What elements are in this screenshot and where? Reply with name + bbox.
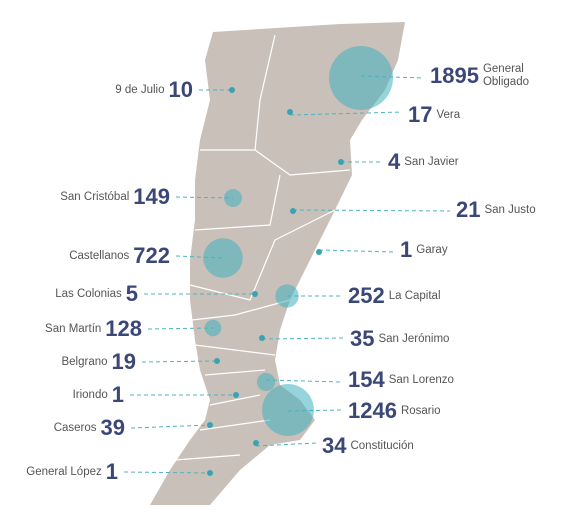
department-label: 154 San Lorenzo <box>348 367 454 393</box>
department-label: 1 Garay <box>400 237 448 263</box>
leader-line <box>141 360 218 363</box>
department-label: 9 de Julio 10 <box>115 77 193 103</box>
bubble <box>287 109 293 115</box>
department-label: 1246 Rosario <box>348 398 441 424</box>
department-name: San Justo <box>484 204 536 216</box>
value-label: 5 <box>125 281 138 306</box>
value-label: 154 <box>348 367 385 392</box>
bubble <box>256 372 276 392</box>
value-label: 17 <box>408 102 433 127</box>
leader-line <box>292 209 451 212</box>
department-label: San Cristóbal 149 <box>60 184 170 210</box>
department-name: San Cristóbal <box>60 191 130 203</box>
value-label: 19 <box>111 349 136 374</box>
department-name: Caseros <box>53 422 97 434</box>
department-label: Iriondo 1 <box>73 382 124 408</box>
department-name: San Jerónimo <box>378 333 450 345</box>
department-name: General López <box>26 466 102 478</box>
department-name: Constitución <box>350 440 414 452</box>
department-label: 252 La Capital <box>348 283 441 309</box>
value-label: 1 <box>105 459 118 484</box>
bubble <box>262 384 314 436</box>
value-label: 252 <box>348 283 385 308</box>
department-label: 35 San Jerónimo <box>350 326 449 352</box>
value-label: 1 <box>111 382 124 407</box>
department-name: Belgrano <box>61 356 108 368</box>
department-name: Castellanos <box>69 250 130 262</box>
department-label: 34 Constitución <box>322 433 414 459</box>
bubble <box>224 189 242 207</box>
value-label: 1246 <box>348 398 397 423</box>
value-label: 149 <box>133 184 170 209</box>
value-label: 39 <box>100 415 125 440</box>
value-label: 1895 <box>430 63 479 88</box>
leader-line <box>130 424 211 429</box>
bubble <box>338 159 344 165</box>
bubble <box>252 291 258 297</box>
province-shape <box>150 22 405 505</box>
value-label: 10 <box>168 77 193 102</box>
department-label: 21 San Justo <box>456 197 536 223</box>
department-label: Belgrano 19 <box>61 349 136 375</box>
department-name: Las Colonias <box>55 288 122 300</box>
value-label: 722 <box>133 243 170 268</box>
leader-line <box>265 379 343 383</box>
bubble <box>214 358 220 364</box>
leader-line <box>123 471 211 474</box>
bubble <box>207 470 213 476</box>
leader-line <box>175 255 224 259</box>
bubble <box>253 440 259 446</box>
bubble <box>207 422 213 428</box>
bubble <box>275 284 299 308</box>
department-name: 9 de Julio <box>115 84 165 96</box>
department-name: La Capital <box>388 290 441 302</box>
value-label: 128 <box>105 316 142 341</box>
bubble <box>233 392 239 398</box>
department-label: Castellanos 722 <box>69 243 170 269</box>
department-name: General Obligado <box>482 63 529 88</box>
leader-line <box>255 442 317 447</box>
value-label: 4 <box>388 149 401 174</box>
leader-line <box>175 196 234 199</box>
department-label: General López 1 <box>26 459 118 485</box>
bubble <box>229 87 235 93</box>
value-label: 35 <box>350 326 375 351</box>
department-borders <box>174 34 351 461</box>
bubble <box>203 238 243 278</box>
department-label: 1895 General Obligado <box>430 63 545 89</box>
department-label: San Martín 128 <box>45 316 142 342</box>
department-name: San Martín <box>45 323 102 335</box>
department-label: Caseros 39 <box>54 415 125 441</box>
department-name: Garay <box>416 244 448 256</box>
bubble <box>204 319 222 337</box>
department-label: 4 San Javier <box>388 149 459 175</box>
department-name: Vera <box>436 109 461 121</box>
bubble <box>259 335 265 341</box>
bubble <box>329 46 393 110</box>
bubble <box>290 208 296 214</box>
department-name: San Javier <box>404 156 459 168</box>
value-label: 34 <box>322 433 347 458</box>
leader-line <box>147 327 214 330</box>
department-label: 17 Vera <box>408 102 460 128</box>
department-name: San Lorenzo <box>388 374 454 386</box>
leader-line <box>289 111 403 116</box>
value-label: 21 <box>456 197 481 222</box>
leader-line <box>318 249 395 253</box>
value-label: 1 <box>400 237 413 262</box>
department-name: Rosario <box>400 405 441 417</box>
department-name: Iriondo <box>72 389 108 401</box>
bubble <box>316 249 322 255</box>
department-label: Las Colonias 5 <box>55 281 138 307</box>
